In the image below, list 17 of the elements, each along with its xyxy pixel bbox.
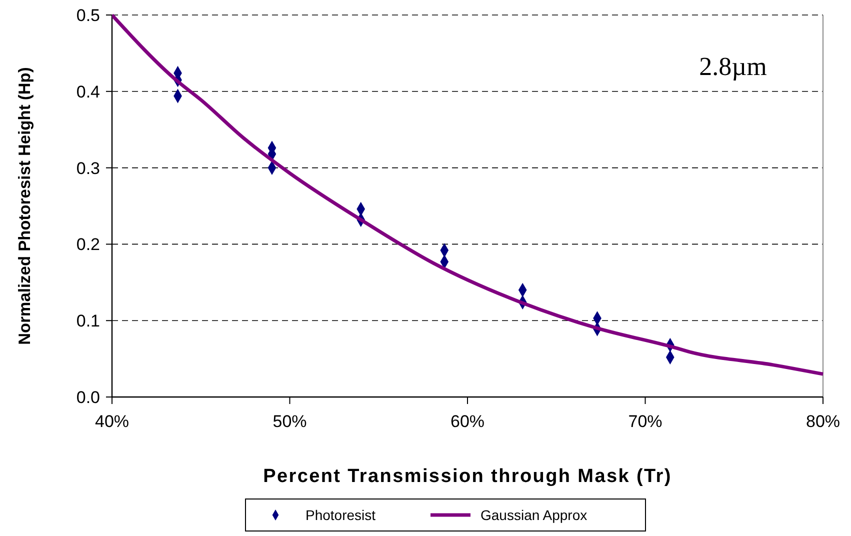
y-tick-label: 0.2 xyxy=(76,235,100,254)
x-axis-title: Percent Transmission through Mask (Tr) xyxy=(263,466,672,487)
x-tick-label: 70% xyxy=(628,412,662,431)
y-tick-label: 0.1 xyxy=(76,312,100,331)
annotation: 2.8µm xyxy=(699,52,767,81)
legend-label: Photoresist xyxy=(306,506,376,523)
y-axis-title: Normalized Photoresist Height (Hp) xyxy=(16,67,34,345)
y-tick-label: 0.3 xyxy=(76,158,100,178)
y-tick-label: 0.5 xyxy=(76,6,100,25)
y-tick-label: 0.0 xyxy=(76,388,100,407)
x-tick-label: 40% xyxy=(94,412,130,431)
line-series xyxy=(112,13,825,376)
x-tick-label: 80% xyxy=(806,412,840,431)
y-tick-label: 0.4 xyxy=(76,82,100,102)
x-tick-label: 60% xyxy=(450,412,485,431)
x-tick-label: 50% xyxy=(272,412,307,431)
legend-label: Gaussian Approx xyxy=(480,506,588,523)
